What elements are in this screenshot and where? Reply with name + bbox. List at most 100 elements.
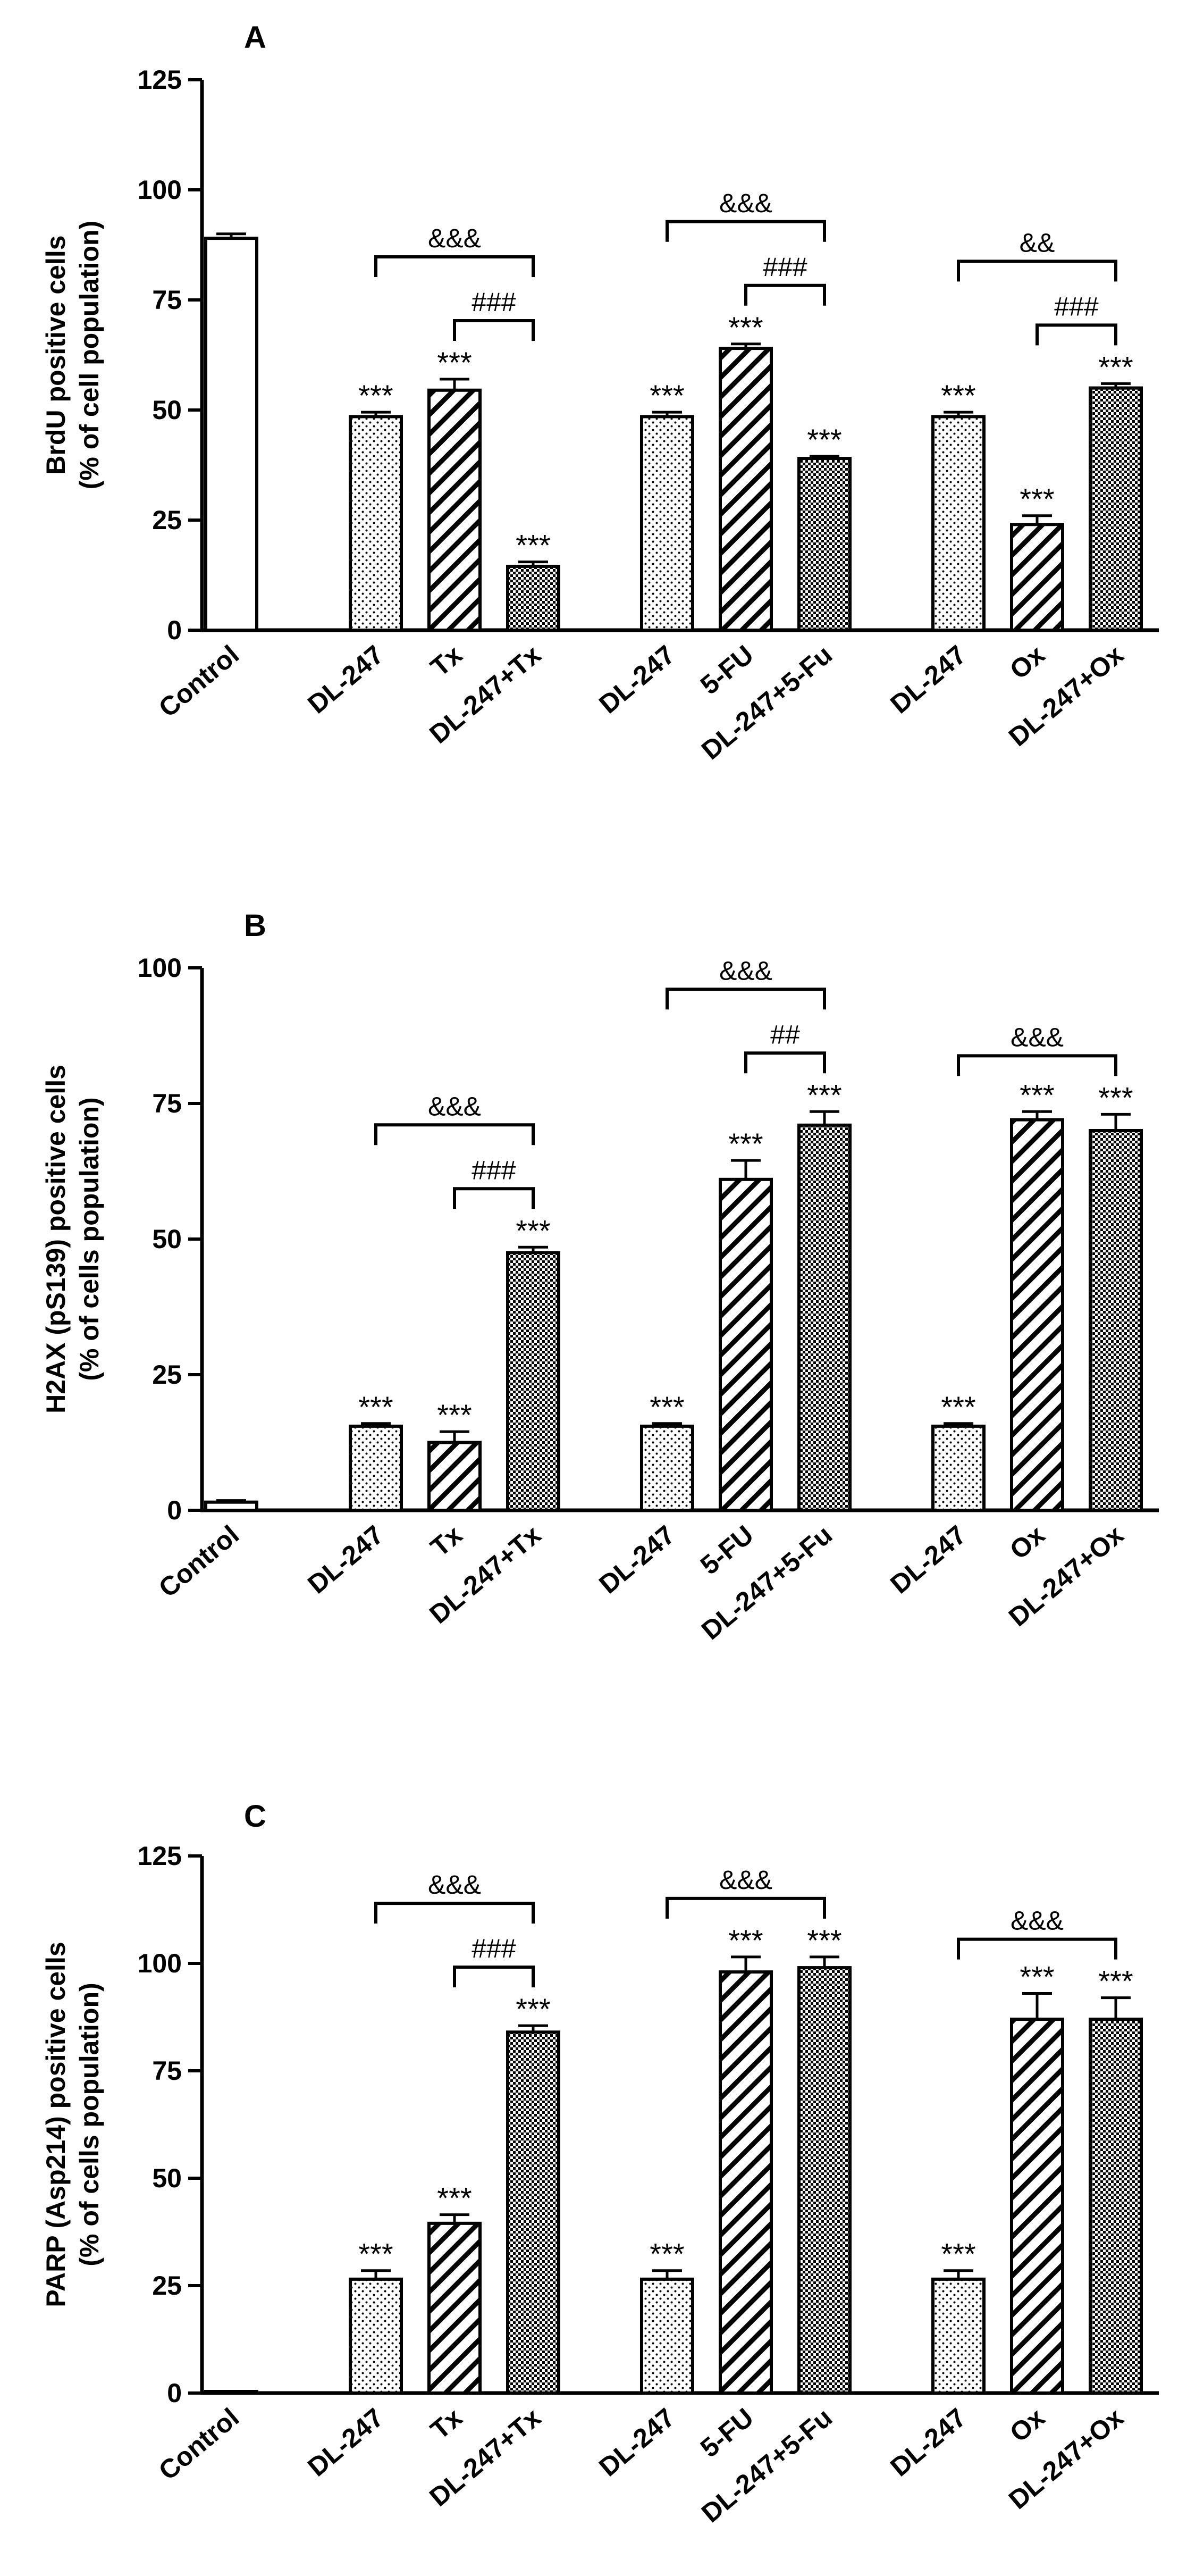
panel-letter: A	[244, 20, 266, 55]
bar	[719, 347, 773, 632]
significance-label: ***	[807, 423, 841, 456]
significance-label: ***	[1098, 1081, 1133, 1114]
bar	[1089, 2018, 1143, 2395]
bar	[797, 457, 852, 632]
x-tick-label: Control	[153, 2403, 245, 2486]
bar	[1089, 386, 1143, 632]
y-axis-label: BrdU positive cells	[41, 235, 71, 474]
comparison-bracket	[453, 1966, 535, 1988]
comparison-label: ##	[770, 1019, 800, 1049]
significance-label: ***	[516, 1992, 550, 2026]
y-tick-label: 0	[167, 1495, 182, 1525]
significance-label: ***	[941, 1390, 975, 1424]
x-tick-label: Tx	[425, 1519, 468, 1562]
comparison-label: ###	[472, 287, 516, 317]
significance-label: ***	[728, 1127, 763, 1160]
bar	[204, 1500, 258, 1512]
chart-panel-B: B H2AX (pS139) positive cells (% of cells …	[41, 908, 1159, 1645]
significance-label: ***	[1020, 482, 1054, 516]
bar	[349, 2277, 403, 2395]
bar	[640, 415, 694, 632]
y-tick-label: 75	[152, 1089, 182, 1118]
significance-label: ***	[358, 379, 393, 412]
comparison-bracket	[453, 319, 535, 341]
y-axis-label: H2AX (pS139) positive cells	[41, 1065, 71, 1414]
comparison-label: ###	[472, 1934, 516, 1963]
y-tick-label: 25	[152, 1360, 182, 1390]
y-tick-label: 25	[152, 505, 182, 535]
bar	[427, 2221, 482, 2395]
comparison-bracket	[957, 1054, 1117, 1076]
x-tick-label: Control	[153, 1520, 245, 1603]
significance-label: ***	[516, 529, 550, 562]
bar	[506, 564, 560, 632]
x-tick-label: DL-247	[302, 1520, 389, 1600]
y-tick-label: 75	[152, 2056, 182, 2086]
bar	[931, 2277, 986, 2395]
comparison-label: &&	[1020, 228, 1055, 257]
bar	[1010, 2018, 1064, 2395]
panel-letter: C	[244, 1799, 266, 1834]
x-tick-label: Tx	[425, 639, 468, 682]
y-tick-label: 0	[167, 2378, 182, 2408]
bar	[204, 237, 258, 632]
bar	[427, 388, 482, 632]
comparison-label: &&&	[428, 1870, 481, 1900]
significance-label: ***	[358, 2237, 393, 2271]
bar	[1089, 1129, 1143, 1512]
comparison-bracket	[957, 1937, 1117, 1960]
significance-label: ***	[437, 346, 472, 379]
chart-panel-C: C PARP (Asp214) positive cells (% of cells…	[41, 1799, 1159, 2528]
y-axis-label: (% of cell population)	[74, 221, 104, 490]
significance-label: ***	[941, 379, 975, 412]
significance-label: ***	[1098, 350, 1133, 383]
comparison-label: &&&	[428, 223, 481, 253]
comparison-label: ###	[472, 1155, 516, 1185]
bar	[506, 1251, 560, 1512]
y-axis-label: (% of cells population)	[74, 1983, 104, 2266]
y-tick-label: 125	[138, 1841, 182, 1871]
bar	[506, 2030, 560, 2395]
x-tick-label: Ox	[1004, 639, 1050, 685]
y-tick-label: 75	[152, 285, 182, 315]
x-tick-label: DL-247	[885, 2403, 972, 2482]
comparison-label: &&&	[428, 1091, 481, 1121]
y-tick-label: 25	[152, 2271, 182, 2301]
significance-label: ***	[650, 1390, 684, 1424]
comparison-bracket	[666, 220, 826, 242]
comparison-label: ###	[763, 252, 807, 282]
x-tick-label: Ox	[1004, 2402, 1050, 2448]
significance-label: ***	[1020, 1078, 1054, 1111]
comparison-bracket	[744, 283, 826, 306]
bar	[797, 1123, 852, 1512]
bar	[797, 1966, 852, 2395]
x-tick-label: DL-247	[593, 2403, 680, 2482]
significance-label: ***	[807, 1078, 841, 1111]
significance-label: ***	[807, 1923, 841, 1957]
comparison-label: &&&	[719, 1865, 772, 1895]
y-tick-label: 125	[138, 65, 182, 95]
bar	[349, 415, 403, 632]
x-tick-label: 5-FU	[695, 1520, 759, 1580]
y-tick-label: 100	[138, 175, 182, 205]
bar	[427, 1441, 482, 1512]
significance-label: ***	[516, 1214, 550, 1247]
comparison-bracket	[374, 1123, 535, 1145]
comparison-label: ###	[1054, 291, 1099, 321]
bar	[640, 2277, 694, 2395]
significance-label: ***	[1020, 1960, 1054, 1994]
x-tick-label: Ox	[1004, 1519, 1050, 1565]
bar	[640, 1424, 694, 1512]
y-axis-label: PARP (Asp214) positive cells	[41, 1942, 71, 2307]
significance-label: ***	[650, 2237, 684, 2271]
x-tick-label: DL-247	[302, 640, 389, 720]
comparison-bracket	[666, 988, 826, 1010]
comparison-label: &&&	[719, 188, 772, 218]
significance-label: ***	[650, 379, 684, 412]
significance-label: ***	[437, 1398, 472, 1432]
y-tick-label: 50	[152, 395, 182, 425]
comparison-label: &&&	[1011, 1906, 1064, 1936]
x-tick-label: DL-247	[593, 640, 680, 720]
x-tick-label: DL-247	[302, 2403, 389, 2482]
y-tick-label: 100	[138, 1948, 182, 1978]
